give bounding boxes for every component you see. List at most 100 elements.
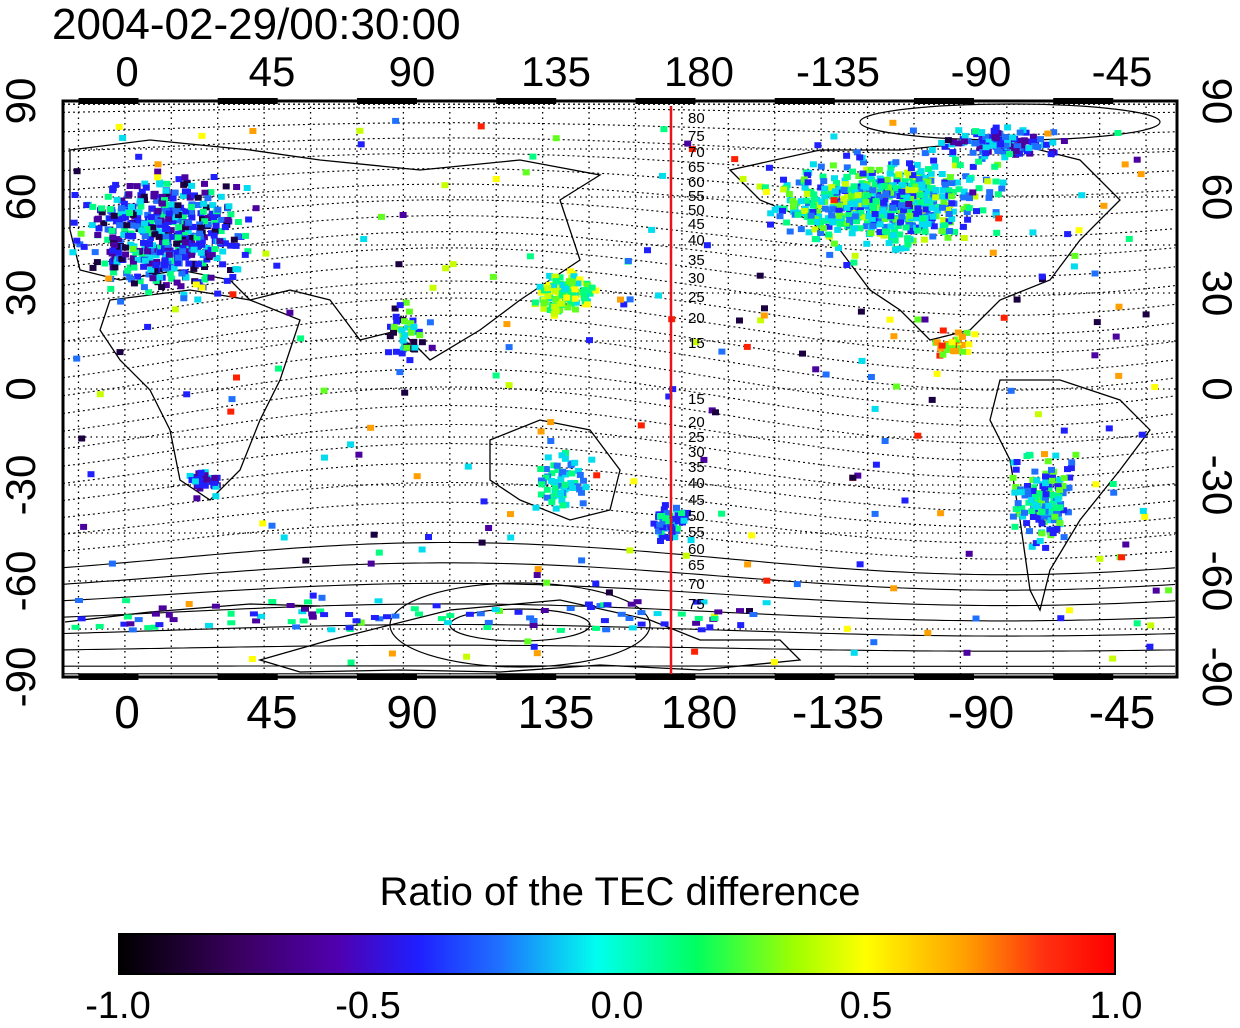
tec-cell (925, 179, 932, 185)
tec-cell (181, 174, 188, 180)
tec-cell (880, 207, 887, 213)
tec-cell (229, 291, 236, 297)
tec-cell (383, 614, 391, 619)
tec-cell (1029, 229, 1036, 235)
tec-cell (371, 532, 378, 538)
tec-cell (991, 164, 998, 170)
tec-cell (411, 606, 419, 611)
magnetic-contour (63, 502, 1175, 543)
tec-cell (983, 144, 990, 150)
tec-cell (1113, 334, 1120, 340)
tec-cell (1078, 192, 1085, 198)
tec-cell (140, 264, 147, 270)
contour-label: 30 (688, 270, 705, 287)
tec-cell (150, 193, 157, 199)
tec-cell (868, 374, 875, 380)
tec-cell (1153, 588, 1160, 594)
tec-cell (401, 318, 408, 324)
tec-cell (658, 513, 665, 519)
tec-cell (946, 228, 953, 234)
tec-cell (126, 621, 134, 626)
tec-cell (125, 233, 132, 239)
x-tick-label-bottom: -90 (948, 686, 1014, 738)
tec-cell (908, 165, 915, 171)
tec-cell (638, 622, 646, 627)
tec-cell (371, 615, 379, 620)
tec-cell (586, 337, 593, 343)
tec-cell (1014, 459, 1021, 465)
tec-cell (410, 339, 417, 345)
tec-cell (174, 260, 181, 266)
tec-cell (711, 616, 719, 621)
tec-cell (109, 235, 116, 241)
tec-cell (441, 182, 448, 188)
tec-cell (185, 220, 192, 226)
tec-cell (78, 616, 86, 621)
tec-cell (843, 153, 850, 159)
tec-cell (396, 369, 403, 375)
tec-cell (634, 599, 642, 604)
tec-cell (137, 198, 144, 204)
tec-cell (71, 220, 78, 226)
tec-cell (906, 213, 913, 219)
tec-cell (561, 286, 568, 292)
tec-cell (182, 255, 189, 261)
tec-cell (1008, 388, 1015, 394)
tec-cell (979, 207, 986, 213)
tec-cell (1035, 411, 1042, 417)
tec-cell (810, 203, 817, 209)
tec-cell (767, 210, 774, 216)
tec-cell (1071, 253, 1078, 259)
tec-cell (804, 191, 811, 197)
tec-cell (1068, 459, 1075, 465)
tec-cell (1043, 142, 1050, 148)
tec-cell (984, 178, 991, 184)
tec-cell (662, 502, 669, 508)
tec-cell (376, 550, 383, 556)
tec-cell (577, 472, 584, 478)
tec-cell (327, 627, 335, 632)
tec-cell (88, 471, 95, 477)
tec-cell (78, 231, 85, 237)
tec-cell (964, 650, 971, 656)
tec-cell (929, 205, 936, 211)
tec-cell (183, 391, 190, 397)
tec-cell (170, 195, 177, 201)
tec-cell (401, 390, 408, 396)
tec-cell (848, 193, 855, 199)
tec-cell (629, 625, 637, 630)
tec-cell (202, 190, 209, 196)
tec-cell (393, 314, 400, 320)
tec-cell (1061, 428, 1068, 434)
tec-cell (849, 230, 856, 236)
tec-cell (201, 277, 208, 283)
tec-cell (178, 271, 185, 277)
x-tick-label-bottom: 90 (386, 686, 437, 738)
tec-cell (922, 317, 929, 323)
tec-cell (411, 345, 418, 351)
tec-cell (942, 182, 949, 188)
tec-cell (843, 205, 850, 211)
tec-cell (592, 581, 599, 587)
tec-cell (72, 625, 80, 630)
tec-cell (414, 473, 421, 479)
tec-cell (180, 295, 187, 301)
tec-cell (790, 204, 797, 210)
tec-cell (914, 228, 921, 234)
magnetic-contour (63, 387, 1175, 444)
tec-cell (212, 604, 220, 609)
tec-cell (902, 498, 909, 504)
tec-cell (137, 203, 144, 209)
tec-cell (188, 183, 195, 189)
tec-cell (391, 324, 398, 330)
tec-cell (109, 228, 116, 234)
tec-cell (852, 253, 859, 259)
tec-cell (73, 238, 80, 244)
tec-cell (385, 349, 392, 355)
tec-cell (887, 317, 894, 323)
tec-cell (872, 511, 879, 517)
tec-cell (310, 593, 317, 599)
y-tick-label-left: 60 (0, 174, 44, 221)
tec-cell (403, 300, 410, 306)
tec-cell (1039, 274, 1046, 280)
